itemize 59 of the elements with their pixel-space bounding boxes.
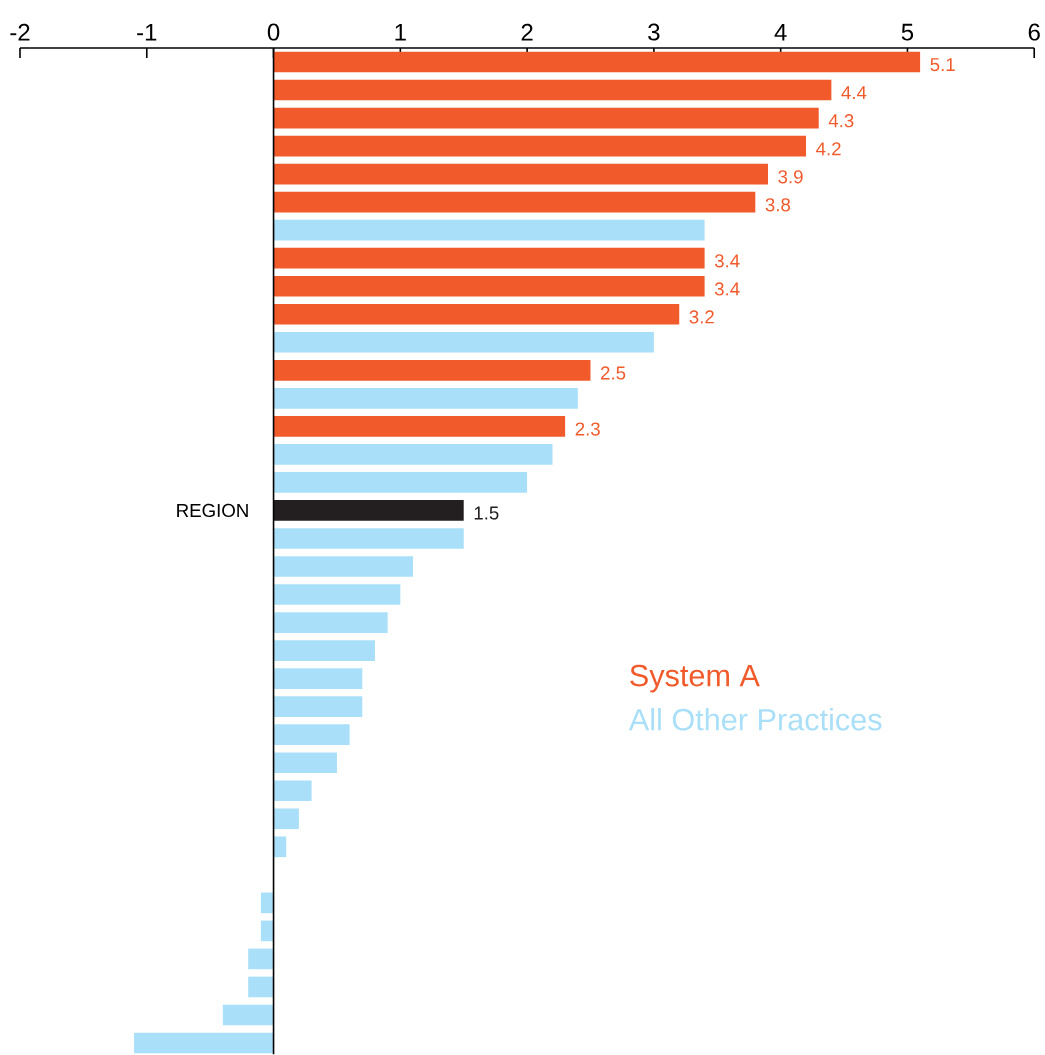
- x-tick-label: 5: [901, 23, 913, 41]
- bar: [273, 780, 312, 802]
- bar: [273, 556, 413, 577]
- bar: [273, 724, 350, 746]
- x-tick-label: -1: [137, 24, 157, 41]
- bar: [273, 836, 287, 858]
- text: All Other Practices: [628, 708, 882, 731]
- data-label: 2.5: [600, 366, 626, 380]
- data-label: 4.4: [841, 86, 867, 100]
- x-tick-label: 2: [521, 23, 533, 41]
- bar: [273, 219, 705, 241]
- x-tick-label: 4: [774, 24, 787, 41]
- bar: [273, 444, 553, 465]
- bar: [273, 107, 819, 129]
- bar: [273, 640, 375, 661]
- data-label: 4.2: [815, 142, 841, 156]
- data-label: 3.8: [765, 198, 790, 212]
- x-tick-label: -2: [10, 23, 30, 41]
- bar: [273, 416, 565, 437]
- bar: [222, 1004, 274, 1026]
- bar: [273, 500, 464, 521]
- bar: [273, 275, 705, 297]
- y-tick-label: REGION: [177, 503, 248, 518]
- bar: [248, 948, 274, 970]
- data-label: 4.3: [828, 114, 854, 128]
- bar: [273, 331, 654, 353]
- bar: [133, 1032, 274, 1054]
- data-label: 2.3: [575, 422, 600, 436]
- data-label: 3.4: [714, 254, 740, 268]
- bar: [273, 359, 591, 381]
- bar: [273, 163, 768, 185]
- bar: [273, 696, 363, 717]
- bar: [260, 920, 274, 942]
- bar: [260, 892, 274, 914]
- x-tick-label: 0: [267, 23, 280, 41]
- bar: [273, 752, 337, 774]
- x-tick-label: 3: [647, 23, 660, 41]
- data-label: 3.2: [689, 310, 714, 324]
- data-label: 3.9: [778, 170, 803, 184]
- data-label: 1.5: [474, 506, 499, 520]
- bar: [273, 388, 578, 409]
- bar: [273, 472, 527, 493]
- bar: [273, 135, 806, 157]
- data-label: 3.4: [714, 282, 740, 296]
- text: System A: [630, 664, 760, 693]
- bar: [273, 303, 680, 325]
- bar: [273, 191, 756, 213]
- bar: [273, 528, 464, 549]
- bar: [273, 247, 705, 269]
- x-tick-label: 6: [1028, 23, 1040, 41]
- bar: [273, 612, 388, 633]
- x-tick-label: 1: [395, 24, 406, 41]
- bar: [273, 668, 363, 689]
- bar: [273, 79, 832, 101]
- bar: [273, 51, 920, 73]
- bar: [273, 584, 401, 605]
- bar: [273, 808, 299, 830]
- bar: [248, 976, 274, 998]
- data-label: 5.1: [930, 58, 955, 72]
